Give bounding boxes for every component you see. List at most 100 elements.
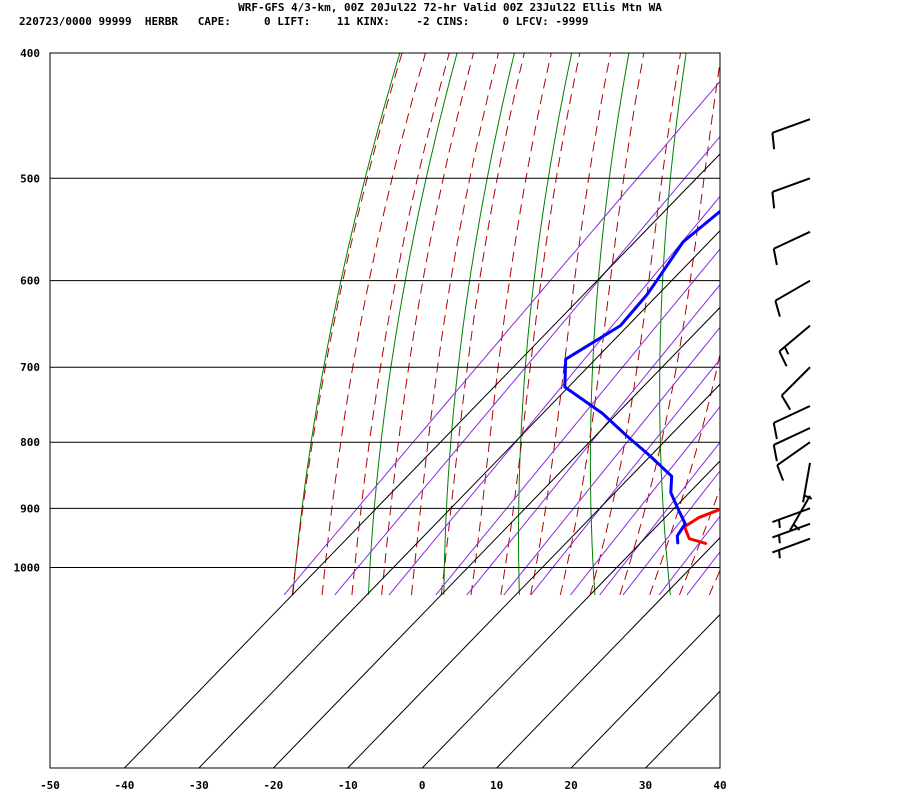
- temperature-tick-label: -20: [263, 779, 283, 792]
- moist-adiabat-line-9: [559, 53, 645, 596]
- wind-barb-half-feather: [777, 519, 781, 528]
- moist-adiabat-line-8: [530, 53, 612, 596]
- background-lines: [283, 24, 900, 596]
- wind-barb-feather: [772, 422, 778, 440]
- mixing-ratio-line-15: [808, 24, 900, 595]
- isotherm-line-0: [421, 460, 720, 768]
- wind-barb: [802, 462, 813, 503]
- mixing-ratio-line-9: [622, 470, 720, 596]
- moist-adiabat-line-12: [649, 352, 720, 596]
- moist-adiabat-line-10: [589, 53, 682, 596]
- mixing-ratio-line-1: [334, 135, 720, 596]
- mixing-ratio-line-7: [570, 405, 720, 596]
- dry-adiabat-line-4: [589, 53, 630, 595]
- mixing-ratio-line-0: [283, 80, 720, 596]
- mixing-ratio-line-14: [780, 24, 900, 595]
- dry-adiabat-line-0: [292, 53, 401, 595]
- isotherm-line-10: [496, 537, 720, 768]
- wind-barb: [772, 427, 811, 462]
- wind-barb: [772, 230, 811, 266]
- pressure-tick-label: 400: [20, 47, 40, 60]
- wind-barb-staff: [774, 279, 811, 302]
- wind-barb-staff: [772, 177, 811, 193]
- isotherm-line--10: [347, 383, 720, 768]
- wind-barb: [776, 441, 811, 481]
- mixing-ratio-line-3: [435, 248, 720, 596]
- moist-adiabat-line-17: [799, 24, 900, 595]
- moist-adiabat-line-3: [381, 53, 475, 595]
- wind-barb: [772, 507, 811, 528]
- wind-barb-staff: [776, 441, 811, 466]
- pressure-tick-label: 700: [20, 361, 40, 374]
- chart-title: WRF-GFS 4/3-km, 00Z 20Jul22 72-hr Valid …: [238, 1, 662, 14]
- mixing-ratio-line-16: [830, 24, 900, 595]
- moist-adiabat-line-20: [888, 24, 900, 595]
- mixing-ratio-line-5: [503, 326, 720, 596]
- wind-barb-feather: [771, 191, 776, 209]
- temperature-tick-label: -50: [40, 779, 60, 792]
- temperature-tick-label: 30: [639, 779, 652, 792]
- dry-adiabat-line-5: [659, 53, 687, 595]
- moist-adiabat-line-7: [500, 53, 581, 595]
- wind-barb-half-feather: [792, 523, 801, 531]
- wind-barb-feather: [776, 464, 785, 481]
- pressure-tick-label: 500: [20, 172, 40, 185]
- wind-barb: [774, 279, 811, 317]
- pressure-tick-label: 600: [20, 275, 40, 288]
- pressure-tick-label: 800: [20, 436, 40, 449]
- wind-barb: [772, 537, 811, 559]
- temperature-profile-line: [683, 507, 720, 545]
- temperature-tick-label: 10: [490, 779, 503, 792]
- moist-adiabat-line-19: [858, 24, 900, 595]
- wind-barb-half-feather: [777, 534, 781, 544]
- wind-barb: [778, 324, 811, 367]
- temperature-tick-label: 0: [419, 779, 426, 792]
- wind-barb-staff: [773, 405, 811, 424]
- wind-barb: [772, 522, 811, 544]
- temperature-tick-label: -10: [338, 779, 358, 792]
- moist-adiabat-line-5: [440, 53, 525, 595]
- moist-adiabat-line-16: [769, 24, 900, 595]
- isotherm-line--40: [124, 153, 720, 768]
- mixing-ratio-line-2: [388, 195, 720, 596]
- temperature-tick-label: -30: [189, 779, 209, 792]
- wind-barb: [771, 118, 811, 150]
- dewpoint-profile-line: [563, 209, 720, 545]
- mixing-ratio-line-13: [753, 24, 900, 595]
- sounding-stats: 220723/0000 99999 HERBR CAPE: 0 LIFT: 11…: [19, 15, 589, 28]
- wind-barb: [771, 177, 811, 209]
- dry-adiabat-line-8: [854, 24, 897, 595]
- dry-adiabat-line-1: [367, 53, 458, 595]
- dry-adiabat-line-6: [727, 24, 748, 595]
- wind-barb-feather: [774, 300, 781, 317]
- temperature-tick-label: 20: [564, 779, 577, 792]
- isotherm-line-30: [645, 690, 720, 768]
- isotherm-line--20: [272, 306, 720, 768]
- wind-barb-half-feather: [783, 346, 790, 355]
- wind-barb-feather: [772, 444, 778, 462]
- moist-adiabat-line-0: [291, 53, 403, 595]
- plot-frame: [49, 52, 721, 769]
- moist-adiabat-line-6: [470, 53, 552, 595]
- wind-barb-feather: [771, 132, 776, 150]
- wind-barb: [772, 405, 811, 440]
- temperature-tick-label: 40: [713, 779, 726, 792]
- pressure-tick-label: 900: [20, 502, 40, 515]
- mixing-ratio-line-8: [599, 441, 720, 596]
- moist-adiabat-line-15: [739, 24, 900, 595]
- wind-barb-staff: [772, 118, 811, 134]
- wind-barb-feather: [778, 350, 788, 367]
- axis-labels: 400 500 600 700 800 900 1000 -50 -40 -30 -20 -10 0 10…: [14, 47, 727, 792]
- moist-adiabat-line-1: [321, 53, 427, 595]
- isotherm-line-20: [570, 613, 720, 768]
- wind-barb-half-feather: [803, 494, 813, 500]
- moist-adiabat-line-14: [708, 569, 720, 596]
- moist-adiabat-line-13: [678, 486, 720, 596]
- mixing-ratio-line-6: [530, 358, 720, 596]
- pressure-tick-label: 1000: [14, 562, 41, 575]
- wind-barb-staff: [773, 427, 811, 446]
- temperature-tick-label: -40: [115, 779, 135, 792]
- wind-barb-half-feather: [777, 549, 781, 559]
- dry-adiabat-line-2: [443, 53, 515, 595]
